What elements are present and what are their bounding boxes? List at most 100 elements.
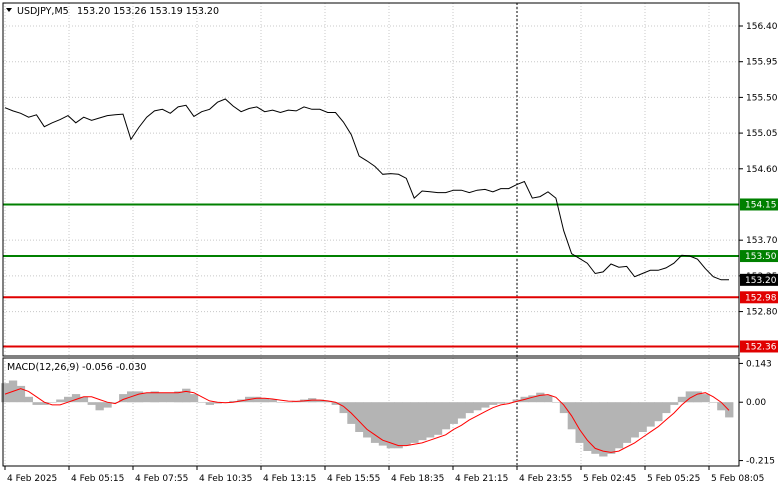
macd-bar [614, 402, 624, 449]
ohlc-values: 153.20 153.26 153.19 153.20 [77, 6, 219, 17]
level-tag-label: 153.50 [745, 252, 777, 262]
price-tags: 154.15 153.50 152.98 152.36 153.20 [740, 198, 778, 353]
triangle-down-icon[interactable] [6, 8, 12, 12]
macd-bar [32, 402, 41, 405]
macd-bar [481, 402, 490, 408]
macd-bar [323, 400, 332, 403]
macd-bar [229, 400, 238, 403]
time-axis: 4 Feb 2025 4 Feb 05:15 4 Feb 07:55 4 Feb 10… [4, 466, 764, 484]
macd-bar [677, 396, 687, 403]
macd-bar [449, 402, 458, 424]
macd-bar [386, 402, 395, 449]
macd-bar [205, 402, 214, 405]
y-tick-label: 152.80 [746, 308, 778, 318]
y-tick-label: 153.70 [746, 236, 778, 246]
macd-bar [355, 402, 364, 432]
macd-bar [575, 402, 584, 443]
macd-bar [591, 402, 600, 454]
macd-bar [662, 402, 671, 414]
macd-bar [315, 399, 325, 403]
macd-bar [370, 402, 380, 443]
macd-bar [339, 402, 348, 414]
macd-bar [252, 396, 262, 403]
x-tick-label: 4 Feb 18:35 [391, 474, 444, 484]
macd-bar [174, 391, 183, 403]
macd-bar [473, 402, 482, 411]
macd-bar [559, 402, 569, 414]
x-tick-label: 4 Feb 05:15 [71, 474, 124, 484]
macd-bar [363, 402, 372, 438]
macd-bar [489, 402, 498, 405]
macd-axis: 0.143 0.00 -0.215 [739, 359, 775, 467]
y-tick-label: 155.05 [746, 129, 778, 139]
macd-bar [158, 392, 167, 403]
macd-bar [433, 402, 443, 435]
macd-bar [24, 396, 33, 403]
x-tick-label: 4 Feb 10:35 [199, 474, 252, 484]
y-tick-label: 156.40 [746, 22, 778, 32]
macd-bar [189, 394, 199, 403]
macd-bar [670, 402, 679, 405]
x-tick-label: 4 Feb 2025 [7, 474, 57, 484]
x-tick-label: 5 Feb 02:45 [583, 474, 636, 484]
macd-bar [410, 402, 419, 443]
macd-bar [402, 402, 411, 446]
macd-bar [48, 402, 57, 403]
macd-bar [701, 394, 710, 403]
y-tick-label: 155.50 [746, 93, 778, 103]
macd-bar [441, 402, 451, 430]
y-tick-label: 0.143 [746, 359, 772, 369]
macd-bar [87, 402, 96, 405]
price-panel-frame [2, 2, 740, 357]
macd-bar [496, 402, 506, 404]
macd-bar [685, 391, 694, 403]
macd-bar [150, 391, 159, 403]
macd-bar [394, 402, 403, 449]
macd-bar [638, 402, 647, 432]
x-tick-label: 4 Feb 13:15 [263, 474, 316, 484]
macd-bar [56, 399, 65, 403]
macd-bar [528, 395, 537, 403]
macd-bar [276, 402, 285, 403]
macd-bar [551, 402, 561, 403]
macd-bar [583, 402, 592, 451]
level-tag [740, 198, 778, 211]
macd-bar [95, 402, 104, 411]
x-tick-label: 5 Feb 08:05 [711, 474, 764, 484]
symbol-label: USDJPY,M5 [17, 6, 69, 17]
macd-bar [1, 383, 10, 403]
price-levels [3, 203, 739, 348]
macd-bar [646, 402, 655, 427]
macd-bar [134, 391, 144, 403]
macd-bar [457, 402, 466, 419]
level-tag-label: 154.15 [745, 200, 777, 210]
y-tick-label: -0.215 [746, 457, 775, 467]
macd-bar [213, 402, 222, 404]
macd-bar [536, 392, 545, 403]
level-tag [740, 250, 778, 263]
macd-bar [260, 398, 270, 403]
macd-bar [268, 399, 277, 403]
y-tick-label: 155.95 [746, 58, 778, 68]
macd-label: MACD(12,26,9) -0.056 -0.030 [7, 362, 146, 373]
current-price-tag [740, 273, 778, 286]
macd-panel-frame [2, 357, 740, 467]
macd-bar [418, 402, 427, 441]
macd-bar [119, 394, 128, 403]
macd-bar [111, 402, 120, 403]
macd-bar [331, 402, 340, 405]
macd-signal-line [4, 388, 730, 453]
level-tag [740, 291, 778, 304]
macd-bar [622, 402, 632, 443]
macd-bar [717, 402, 726, 411]
x-tick-label: 4 Feb 15:55 [327, 474, 380, 484]
macd-bar [142, 392, 151, 403]
level-tag-label: 152.36 [745, 342, 777, 352]
macd-bar [40, 402, 49, 405]
macd-bar [64, 396, 73, 403]
macd-bar [693, 391, 702, 403]
macd-bar [599, 402, 608, 457]
macd-bar [654, 402, 663, 422]
x-tick-label: 4 Feb 23:55 [519, 474, 572, 484]
